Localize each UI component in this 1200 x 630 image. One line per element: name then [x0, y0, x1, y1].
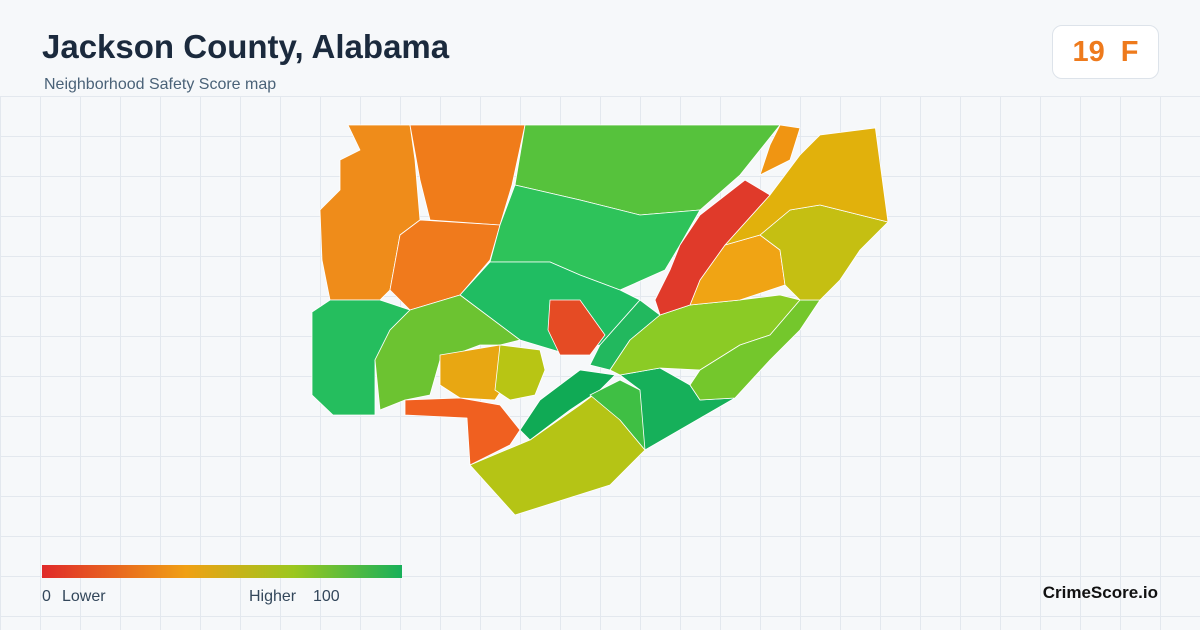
- title: Jackson County, Alabama: [42, 28, 450, 65]
- score-box: 19 F: [1052, 25, 1159, 79]
- region: [489, 184, 701, 291]
- region: [724, 124, 889, 246]
- region: [519, 369, 616, 441]
- legend-max-label: Higher: [249, 588, 297, 605]
- legend-gradient: [42, 565, 402, 578]
- region: [689, 299, 821, 401]
- region: [494, 344, 546, 401]
- header: Jackson County, Alabama Neighborhood Saf…: [0, 0, 1200, 96]
- score-grade: F: [1120, 35, 1139, 68]
- legend-min: 0: [42, 588, 51, 605]
- region: [654, 179, 771, 316]
- region: [374, 294, 521, 411]
- region: [547, 299, 606, 356]
- region: [759, 124, 801, 176]
- brand: CrimeScore.io: [1042, 583, 1158, 602]
- score-value: 19: [1072, 35, 1105, 68]
- region: [439, 344, 506, 401]
- legend-min-label: Lower: [62, 588, 106, 605]
- region: [404, 397, 521, 466]
- subtitle: Neighborhood Safety Score map: [44, 76, 277, 93]
- legend-max: 100: [313, 588, 340, 605]
